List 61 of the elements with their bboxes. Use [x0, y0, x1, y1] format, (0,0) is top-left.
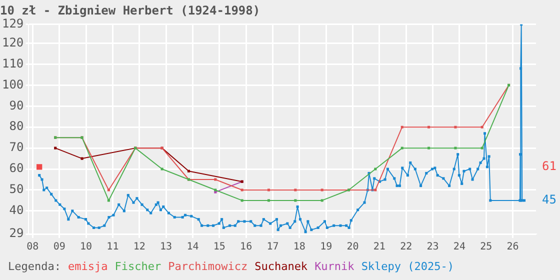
- chart-title: 10 zł - Zbigniew Herbert (1924-1998): [0, 3, 260, 18]
- text: Suchanek: [254, 260, 308, 273]
- x-tick-label: 15: [213, 242, 226, 253]
- x-tick-label: 22: [400, 242, 412, 253]
- text: Sklepy (2025-): [361, 260, 454, 273]
- point: [80, 157, 84, 160]
- y-tick-label: 80: [9, 119, 24, 134]
- y-tick-label: 40: [9, 203, 24, 218]
- point: [454, 126, 457, 128]
- y-tick-label: 70: [9, 140, 24, 154]
- point: [320, 199, 324, 202]
- text: Kurnik: [314, 260, 354, 273]
- text: 61: [542, 159, 556, 174]
- y-tick-label: 129: [2, 16, 24, 31]
- text: 45: [542, 192, 556, 207]
- text: emisja: [68, 260, 108, 273]
- x-tick-label: 14: [186, 242, 199, 253]
- point: [240, 199, 244, 202]
- point: [160, 168, 164, 170]
- point: [374, 168, 377, 170]
- point: [480, 146, 484, 150]
- point: [240, 188, 244, 192]
- point: [36, 164, 42, 170]
- text: Fischer: [114, 260, 162, 273]
- legend-title: Legenda:: [8, 260, 61, 273]
- y-tick-label: 29: [9, 226, 24, 240]
- point: [107, 188, 110, 192]
- x-tick-label: 16: [240, 242, 252, 253]
- x-tick-label: 08: [26, 242, 39, 253]
- x-tick-label: 10: [80, 242, 92, 253]
- point: [428, 126, 430, 128]
- x-tick-label: 19: [320, 242, 332, 253]
- point: [187, 170, 190, 172]
- y-tick-label: 100: [2, 77, 24, 92]
- x-tick-label: 13: [160, 242, 172, 253]
- x-tick-label: 24: [453, 242, 466, 253]
- x-tick-label: 11: [106, 242, 119, 253]
- point: [54, 146, 57, 150]
- y-tick-label: 120: [2, 35, 24, 50]
- x-tick-label: 21: [373, 242, 386, 253]
- x-tick-label: 12: [133, 242, 146, 253]
- x-tick-label: 26: [506, 242, 519, 253]
- point: [400, 146, 404, 150]
- x-tick-label: 18: [293, 242, 306, 253]
- point: [454, 146, 457, 150]
- point: [374, 188, 377, 192]
- text: Parchimowicz: [168, 260, 248, 273]
- point: [400, 126, 404, 128]
- point: [428, 146, 430, 150]
- point: [214, 178, 217, 181]
- point: [107, 199, 110, 202]
- point: [480, 126, 484, 128]
- y-tick-label: 90: [9, 98, 24, 112]
- x-tick-label: 23: [426, 242, 439, 253]
- y-tick-label: 60: [9, 161, 24, 176]
- x-tick-label: 20: [346, 242, 359, 253]
- x-tick-label: 09: [53, 242, 66, 253]
- x-tick-label: 17: [266, 242, 279, 253]
- y-tick-label: 110: [2, 56, 24, 70]
- y-tick-label: 50: [9, 182, 24, 196]
- x-tick-label: 25: [480, 242, 492, 253]
